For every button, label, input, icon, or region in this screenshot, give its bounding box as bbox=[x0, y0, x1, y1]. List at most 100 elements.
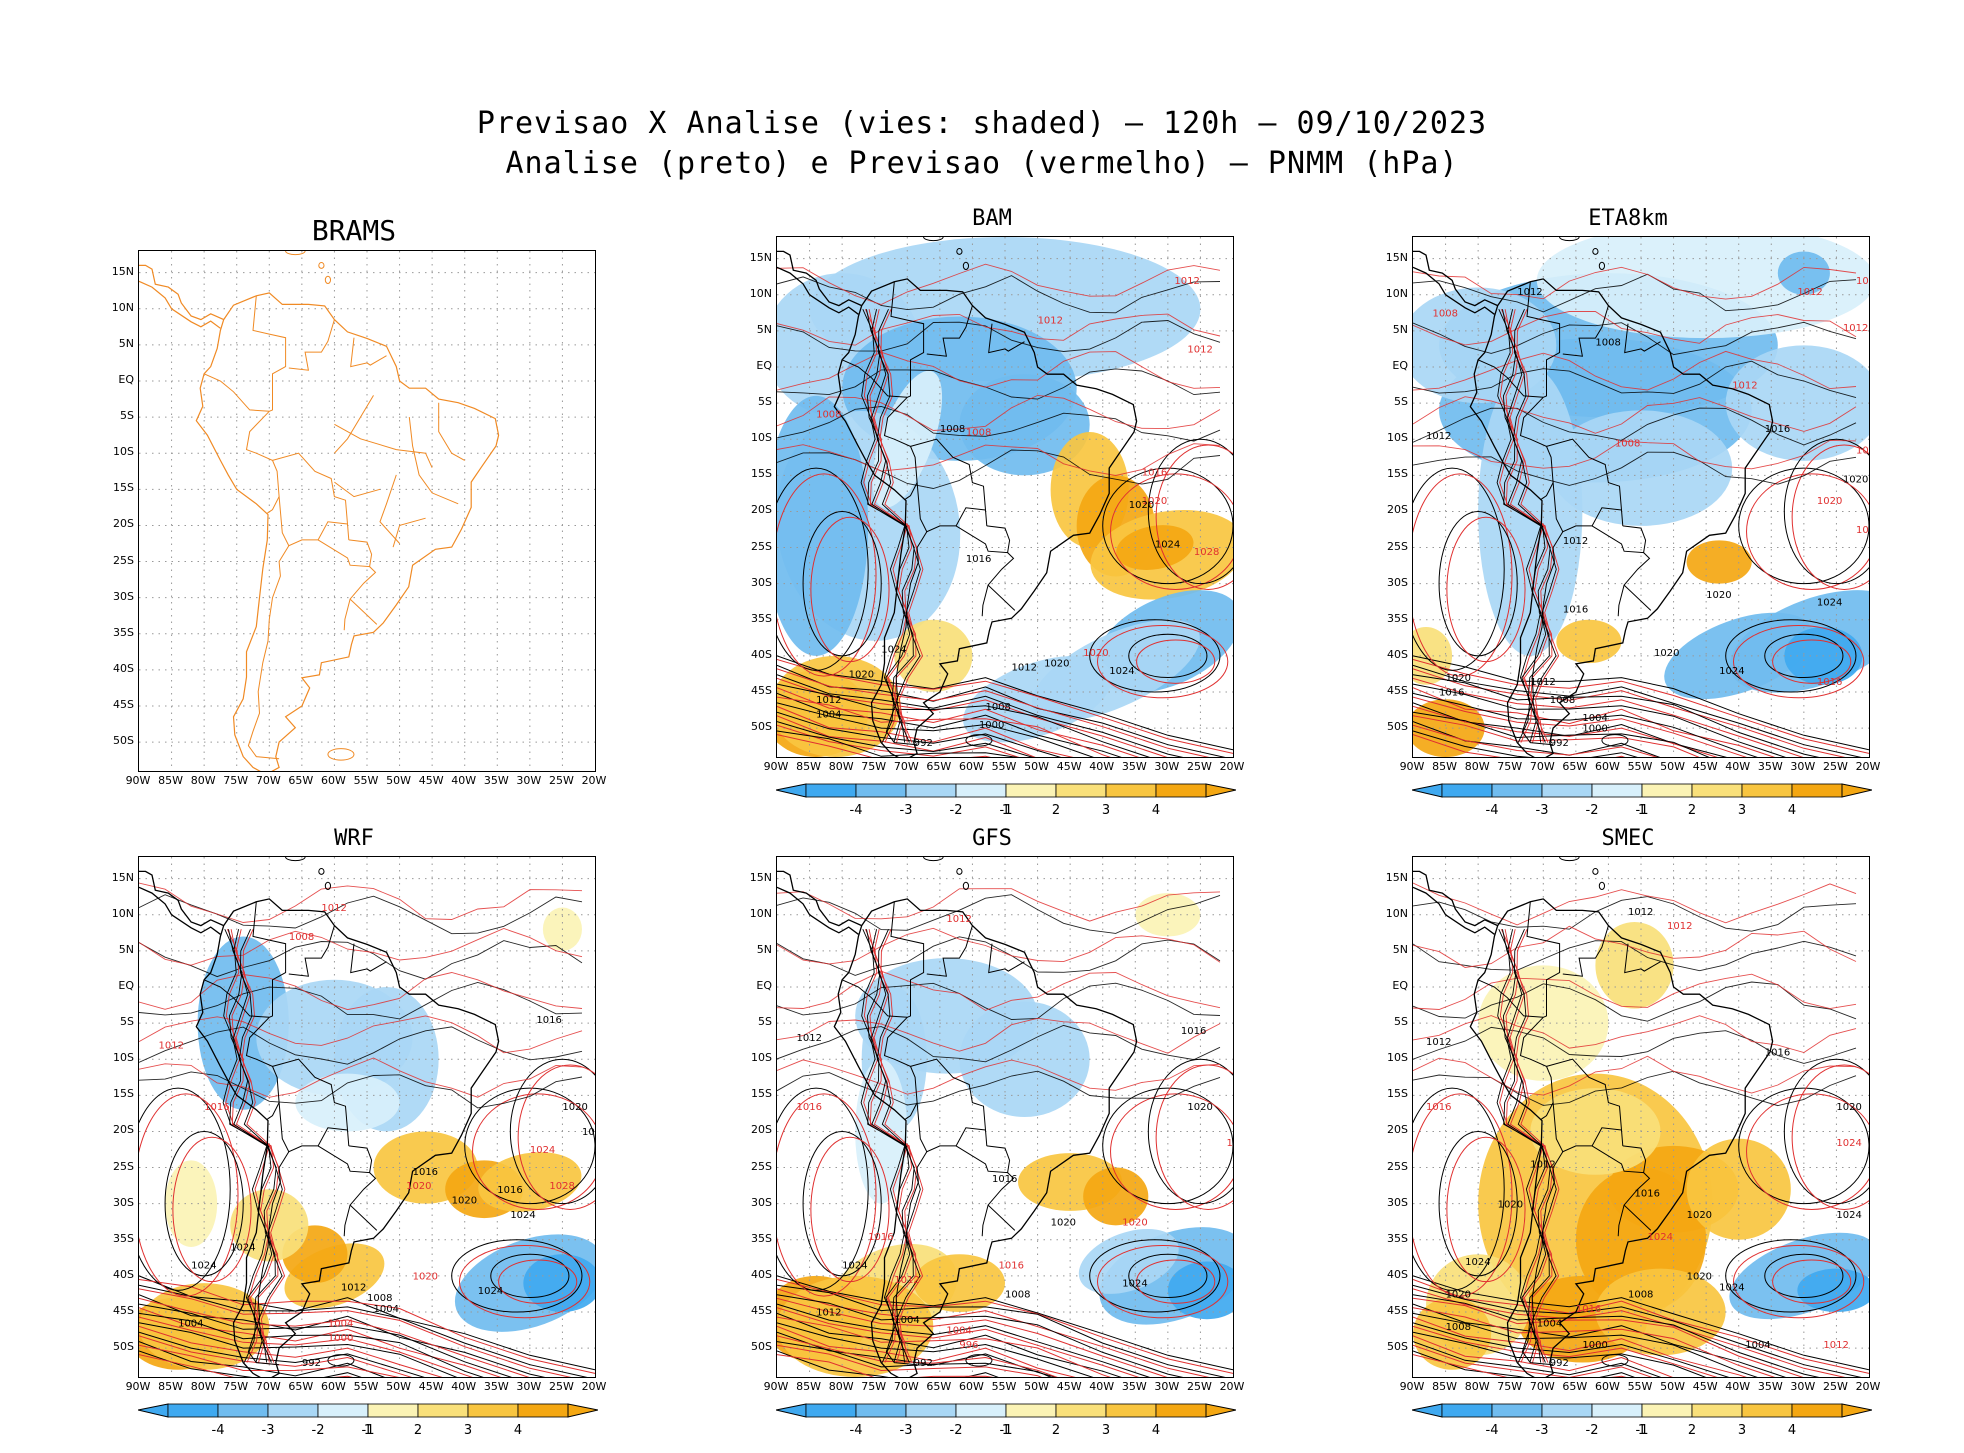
island bbox=[1601, 734, 1629, 747]
lat-tick-label: 10S bbox=[751, 431, 772, 445]
forecast-contour-label: 1024 bbox=[1836, 1138, 1861, 1149]
colorbar-label: 1 bbox=[1637, 803, 1647, 818]
colorbar-label: 2 bbox=[1687, 1423, 1697, 1438]
lon-tick-label: 50W bbox=[386, 774, 411, 787]
island bbox=[956, 248, 963, 255]
analysis-isobar bbox=[1413, 273, 1857, 313]
analysis-contour-label: 1012 bbox=[1628, 907, 1653, 918]
analysis-isobar bbox=[139, 940, 583, 980]
country-border bbox=[247, 1151, 290, 1366]
country-border bbox=[926, 925, 973, 977]
lon-tick-label: 65W bbox=[1562, 760, 1588, 773]
forecast-contour-label: 1012 bbox=[1823, 1340, 1848, 1351]
lon-tick-label: 85W bbox=[1432, 1380, 1457, 1393]
island bbox=[965, 734, 993, 747]
country-border bbox=[988, 323, 1025, 354]
colorbar-segment bbox=[905, 1403, 957, 1418]
forecast-isobar bbox=[139, 1325, 443, 1377]
analysis-contour-label: 1016 bbox=[966, 554, 991, 565]
analysis-contour-label: 992 bbox=[302, 1358, 321, 1369]
forecast-isobar bbox=[777, 659, 1233, 754]
lat-tick-label: 35S bbox=[113, 625, 134, 639]
analysis-isobar bbox=[139, 1312, 484, 1377]
analysis-contour-label: 1020 bbox=[562, 1102, 587, 1113]
bias-shading bbox=[1595, 922, 1674, 1009]
analysis-isobar bbox=[876, 309, 921, 743]
country-border bbox=[1624, 323, 1661, 354]
lat-tick-label: 40S bbox=[751, 647, 772, 661]
lon-tick-label: 40W bbox=[1089, 760, 1115, 773]
map-panel-gfs: GFS1012101610121016102010241020102010161… bbox=[722, 818, 1402, 1438]
forecast-isobar bbox=[777, 677, 1168, 757]
analysis-isobar bbox=[1413, 702, 1727, 757]
forecast-isobar bbox=[472, 1093, 595, 1210]
lon-tick-label: 60W bbox=[958, 1380, 984, 1393]
country-border bbox=[1562, 305, 1609, 357]
colorbar-label: 1 bbox=[1001, 1423, 1011, 1438]
lat-tick-label: 40S bbox=[113, 661, 134, 675]
forecast-contour-label: 1008 bbox=[289, 932, 314, 943]
forecast-isobar bbox=[777, 970, 1221, 1011]
country-border bbox=[247, 545, 290, 760]
forecast-contour-label: 1012 bbox=[1797, 287, 1822, 298]
lat-tick-label: 15S bbox=[113, 481, 134, 495]
colorbar-svg bbox=[137, 1403, 599, 1418]
analysis-isobar bbox=[1783, 1058, 1869, 1205]
colorbar-segment bbox=[217, 1403, 269, 1418]
lat-tick-label: 25S bbox=[113, 1159, 134, 1173]
country-border bbox=[1546, 438, 1624, 526]
analysis-isobar bbox=[777, 1341, 1052, 1377]
analysis-isobar bbox=[866, 929, 911, 1363]
bias-shading bbox=[777, 655, 901, 757]
analysis-isobar bbox=[1413, 1026, 1857, 1064]
analysis-contour-label: 992 bbox=[914, 738, 933, 749]
coastline bbox=[1413, 886, 1495, 935]
country-border bbox=[245, 1016, 280, 1120]
analysis-isobar bbox=[777, 1303, 1150, 1377]
analysis-isobar bbox=[1438, 1130, 1518, 1277]
panel-title: SMEC bbox=[1601, 826, 1655, 851]
forecast-isobar bbox=[879, 309, 924, 743]
lat-tick-label: 10N bbox=[1385, 906, 1408, 920]
colorbar-segment bbox=[1155, 1403, 1207, 1418]
coastline bbox=[777, 886, 859, 935]
country-border bbox=[988, 943, 1025, 974]
analysis-contour-label: 1024 bbox=[842, 1261, 867, 1272]
analysis-isobar bbox=[1725, 1239, 1857, 1313]
lat-tick-label: 15S bbox=[1387, 1087, 1408, 1101]
lat-tick-label: 10S bbox=[1387, 1051, 1408, 1065]
lat-tick-label: 5S bbox=[120, 409, 134, 423]
country-border bbox=[1477, 979, 1544, 1018]
country-border bbox=[203, 979, 270, 1018]
colorbar-segment bbox=[1005, 783, 1057, 798]
analysis-contour-label: 1004 bbox=[1745, 1340, 1770, 1351]
island bbox=[285, 251, 306, 256]
analysis-contour-label: 1004 bbox=[1537, 1318, 1562, 1329]
country-border bbox=[349, 1172, 378, 1231]
colorbar-label: -4 bbox=[211, 1423, 225, 1438]
lat-tick-label: EQ bbox=[1392, 359, 1408, 372]
lat-tick-label: 20S bbox=[113, 517, 134, 531]
analysis-isobar bbox=[139, 1087, 231, 1291]
map-svg: 1012100810161012101610201024102410281020… bbox=[139, 857, 595, 1377]
country-border bbox=[1562, 925, 1609, 977]
colorbar-label: -4 bbox=[1485, 1423, 1499, 1438]
lat-tick-label: 45S bbox=[1387, 1304, 1408, 1317]
analysis-isobar bbox=[1438, 510, 1518, 657]
colorbar-label: -2 bbox=[311, 1423, 325, 1438]
analysis-contour-label: 1008 bbox=[940, 424, 965, 435]
lon-tick-label: 45W bbox=[418, 1380, 444, 1393]
analysis-contour-label: 1020 bbox=[1044, 659, 1069, 670]
forecast-isobar bbox=[1413, 925, 1857, 968]
country-border bbox=[1552, 1102, 1622, 1153]
colorbar-label: -1 bbox=[361, 1423, 375, 1438]
country-border bbox=[1591, 1145, 1647, 1174]
analysis-isobar bbox=[1413, 711, 1710, 757]
island bbox=[923, 237, 944, 242]
lon-tick-label: 65W bbox=[926, 760, 952, 773]
analysis-contour-label: 1024 bbox=[1122, 1279, 1147, 1290]
forecast-isobar bbox=[1413, 473, 1513, 677]
island bbox=[962, 261, 970, 271]
analysis-contour-label: 992 bbox=[1550, 1358, 1569, 1369]
forecast-isobar bbox=[777, 313, 1221, 346]
